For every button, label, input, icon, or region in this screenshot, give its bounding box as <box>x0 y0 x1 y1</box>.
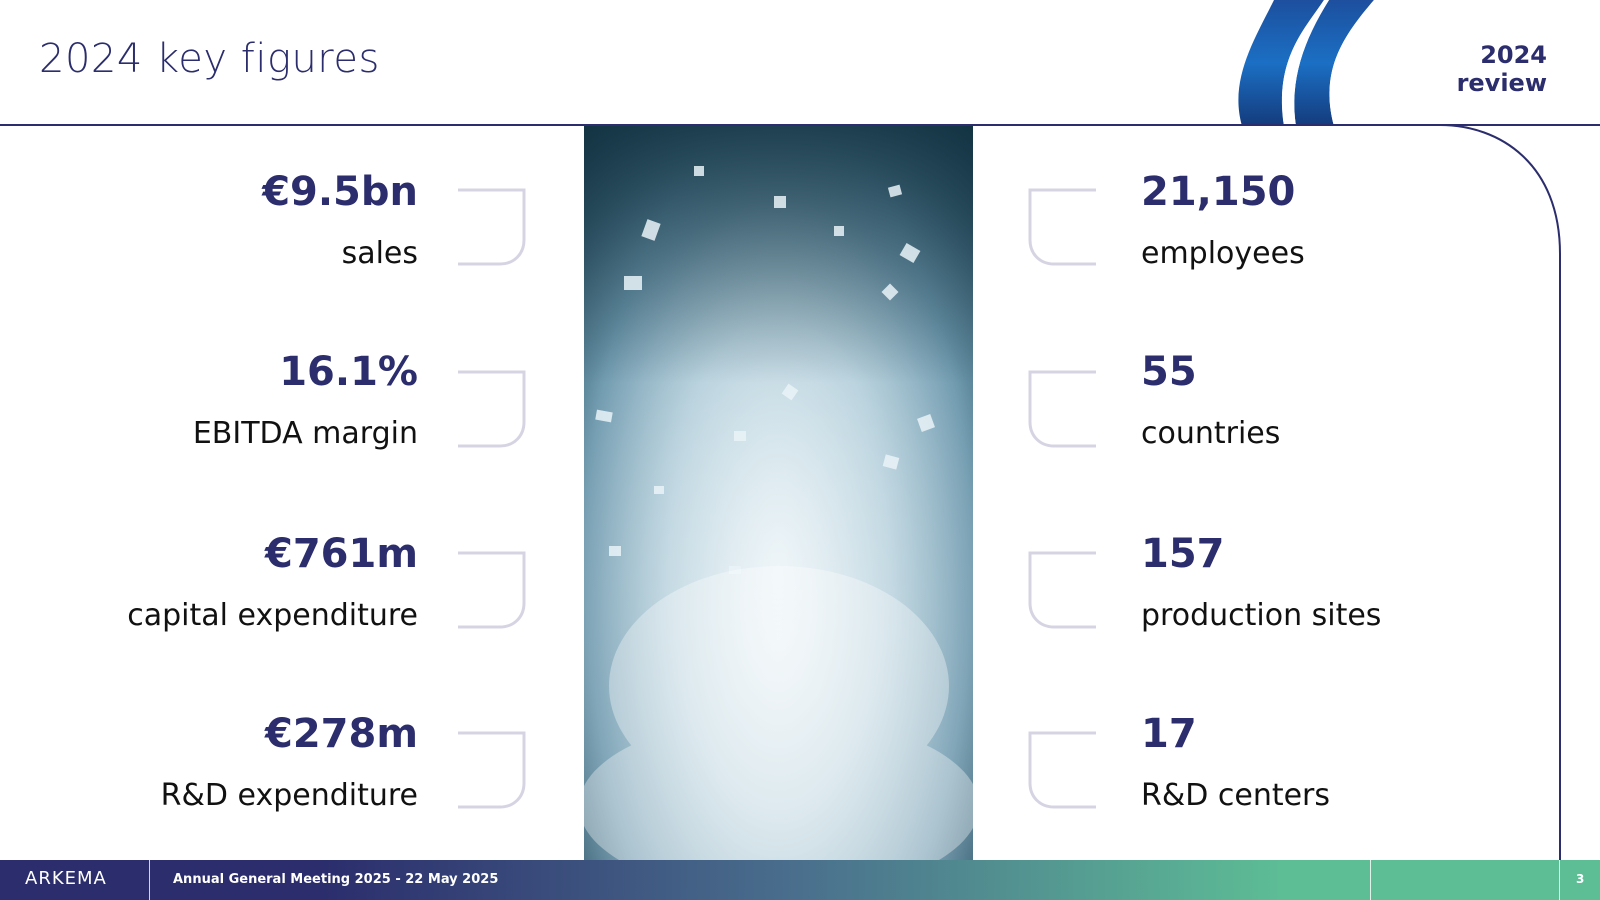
footer-divider <box>149 860 150 900</box>
stat-label: sales <box>341 236 418 271</box>
footer-divider <box>1559 860 1560 900</box>
stat-label: EBITDA margin <box>192 416 418 451</box>
stat-label: employees <box>1141 236 1305 271</box>
arkema-logo: ARKEMA <box>25 868 107 889</box>
bracket-decoration <box>458 188 526 266</box>
stat-value: 16.1% <box>279 349 418 395</box>
bracket-decoration <box>458 731 526 809</box>
stat-label: countries <box>1141 416 1281 451</box>
stat-value: €761m <box>264 531 418 577</box>
bracket-decoration <box>458 551 526 629</box>
bracket-decoration <box>458 370 526 448</box>
waves-decoration-icon <box>1238 0 1380 126</box>
stat-sales: €9.5bn sales <box>262 168 418 272</box>
bracket-decoration <box>1028 551 1096 629</box>
header-divider <box>0 124 1600 126</box>
frame-curve <box>1440 124 1561 860</box>
bracket-decoration <box>1028 188 1096 266</box>
meeting-caption: Annual General Meeting 2025 - 22 May 202… <box>173 872 499 887</box>
footer-divider <box>1370 860 1371 900</box>
stat-rd-centers: 17 R&D centers <box>1141 710 1330 814</box>
page-title: 2024 key figures <box>39 36 380 82</box>
review-word: review <box>1456 69 1547 97</box>
stat-rd-expenditure: €278m R&D expenditure <box>161 710 418 814</box>
stat-label: R&D expenditure <box>160 778 418 813</box>
stat-value: €278m <box>264 711 418 757</box>
page-number: 3 <box>1576 872 1585 886</box>
stat-value: 157 <box>1141 531 1225 577</box>
stat-label: production sites <box>1141 598 1382 633</box>
stat-employees: 21,150 employees <box>1141 168 1305 272</box>
stat-value: 21,150 <box>1141 169 1296 215</box>
stat-capital-expenditure: €761m capital expenditure <box>127 530 418 634</box>
review-badge: 2024 review <box>1457 41 1547 97</box>
footer-bar: ARKEMA Annual General Meeting 2025 - 22 … <box>0 860 1600 900</box>
stat-label: R&D centers <box>1141 778 1331 813</box>
review-year: 2024 <box>1480 41 1547 69</box>
stat-value: 55 <box>1141 349 1197 395</box>
stat-value: €9.5bn <box>262 169 418 215</box>
stat-value: 17 <box>1141 711 1197 757</box>
crystals-photo <box>584 126 973 860</box>
stat-ebitda-margin: 16.1% EBITDA margin <box>193 348 418 452</box>
stat-production-sites: 157 production sites <box>1141 530 1381 634</box>
stat-label: capital expenditure <box>127 598 418 633</box>
bracket-decoration <box>1028 370 1096 448</box>
stat-countries: 55 countries <box>1141 348 1280 452</box>
bracket-decoration <box>1028 731 1096 809</box>
